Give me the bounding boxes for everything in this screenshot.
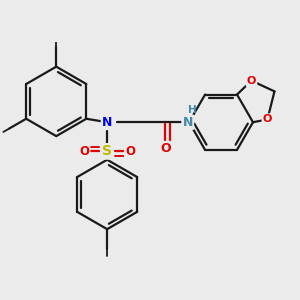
- Text: O: O: [247, 76, 256, 86]
- Text: N: N: [182, 116, 193, 129]
- Text: O: O: [160, 142, 171, 155]
- Text: O: O: [125, 145, 135, 158]
- Text: H: H: [188, 105, 196, 115]
- Text: S: S: [102, 144, 112, 158]
- Text: O: O: [79, 145, 89, 158]
- Text: N: N: [102, 116, 112, 129]
- Text: O: O: [263, 114, 272, 124]
